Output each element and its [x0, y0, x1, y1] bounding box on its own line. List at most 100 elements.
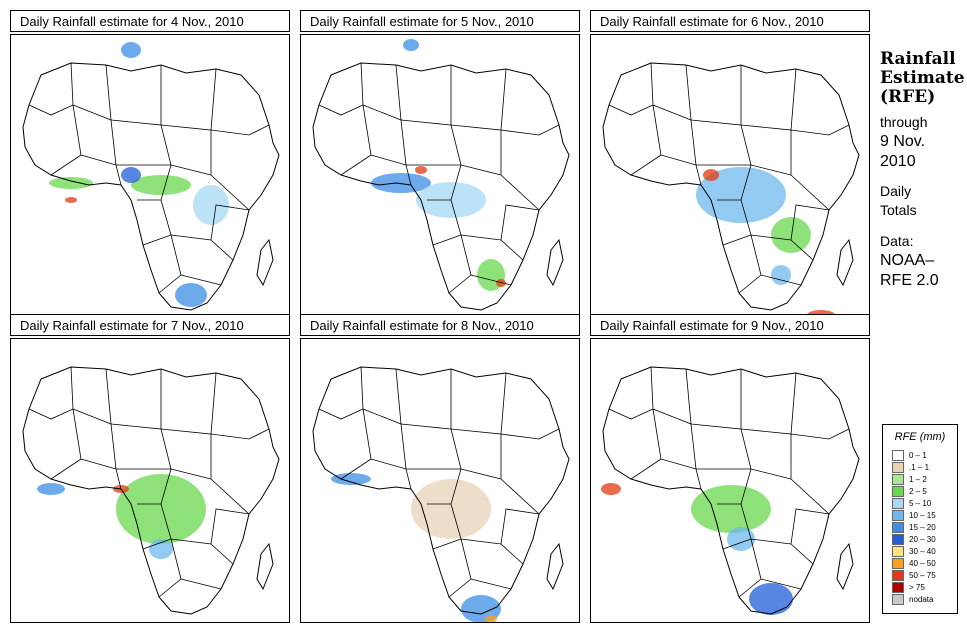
rainfall-area: [331, 473, 371, 485]
africa-rainfall-map: [10, 34, 290, 319]
rainfall-area: [771, 217, 811, 253]
legend-swatch: [892, 594, 904, 605]
country-border: [740, 68, 797, 131]
country-border: [690, 369, 742, 430]
country-border: [652, 64, 692, 121]
rainfall-area: [37, 483, 65, 495]
legend-swatch: [892, 546, 904, 557]
legend-label: 5 – 10: [909, 499, 932, 508]
panel-title: Daily Rainfall estimate for 4 Nov., 2010: [10, 10, 290, 32]
legend-swatch: [892, 570, 904, 581]
country-border: [760, 274, 802, 286]
rainfall-area: [116, 474, 206, 544]
heading-line-3: (RFE): [880, 87, 936, 107]
panel-title: Daily Rainfall estimate for 5 Nov., 2010: [300, 10, 580, 32]
africa-rainfall-map: [590, 338, 870, 623]
country-border: [158, 234, 182, 294]
country-border: [405, 164, 412, 186]
rainfall-area: [415, 166, 427, 174]
legend-item: .1 – 1: [892, 462, 956, 473]
legend-item: 2 – 5: [892, 486, 956, 497]
legend-title: RFE (mm): [894, 431, 946, 443]
source-line-2: RFE 2.0: [880, 272, 939, 289]
country-border: [110, 369, 162, 430]
source-line-1: NOAA–: [880, 252, 935, 269]
africa-rainfall-map: [300, 34, 580, 319]
country-border: [750, 130, 792, 176]
map-description: Rainfall Estimate (RFE) through 9 Nov. 2…: [880, 50, 965, 291]
country-border: [790, 174, 830, 211]
country-border: [50, 104, 82, 176]
africa-rainfall-map: [590, 34, 870, 319]
data-label: Data:: [880, 233, 914, 249]
country-border: [400, 65, 452, 126]
country-border: [500, 478, 540, 515]
country-border: [180, 274, 222, 286]
country-border: [362, 368, 402, 425]
country-border: [450, 372, 507, 435]
rainfall-area: [696, 167, 786, 223]
rainfall-legend: RFE (mm) 0 – 1 .1 – 1 1 – 2 2 – 5 5 – 10 10 –…: [882, 424, 958, 614]
country-border: [370, 119, 407, 166]
country-border: [170, 130, 212, 176]
legend-item: 5 – 10: [892, 498, 956, 509]
country-border: [690, 65, 742, 126]
country-border: [790, 508, 830, 545]
rainfall-area: [175, 283, 207, 307]
legend-label: 1 – 2: [909, 475, 927, 484]
rainfall-area: [691, 485, 771, 533]
rainfall-area: [749, 583, 793, 615]
map-panel-nov-7: Daily Rainfall estimate for 7 Nov., 2010: [10, 314, 290, 623]
country-border: [210, 478, 250, 515]
country-border: [696, 428, 752, 470]
legend-swatch: [892, 450, 904, 461]
rainfall-area: [411, 479, 491, 539]
country-border: [28, 366, 74, 420]
country-border: [500, 428, 560, 440]
coastline: [22, 366, 280, 615]
country-border: [210, 204, 250, 241]
country-border: [406, 428, 462, 470]
country-border: [695, 468, 702, 490]
country-border: [740, 372, 797, 435]
country-border: [115, 164, 122, 186]
country-border: [790, 428, 850, 440]
legend-swatch: [892, 474, 904, 485]
country-border: [170, 234, 234, 261]
country-border: [362, 64, 402, 121]
rainfall-area: [403, 39, 419, 51]
country-border: [750, 434, 792, 480]
map-panel-nov-4: Daily Rainfall estimate for 4 Nov., 2010: [10, 10, 290, 319]
country-border: [406, 124, 462, 166]
country-border: [72, 368, 112, 425]
country-border: [210, 174, 250, 211]
country-border: [110, 65, 162, 126]
map-panel-nov-9: Daily Rainfall estimate for 9 Nov., 2010: [590, 314, 870, 623]
africa-rainfall-map: [10, 338, 290, 623]
country-border: [790, 124, 850, 136]
country-border: [115, 468, 122, 490]
legend-swatch: [892, 558, 904, 569]
madagascar-outline: [546, 542, 564, 591]
madagascar-outline: [256, 238, 274, 287]
country-border: [652, 368, 692, 425]
rainfall-area: [496, 279, 506, 287]
country-border: [460, 434, 502, 480]
coastline: [312, 62, 570, 311]
country-border: [116, 124, 172, 166]
coastline: [312, 366, 570, 615]
country-border: [116, 428, 172, 470]
rainfall-area: [121, 167, 141, 183]
rainfall-area: [193, 185, 229, 225]
legend-swatch: [892, 498, 904, 509]
country-border: [608, 62, 654, 116]
country-border: [50, 408, 82, 480]
country-border: [160, 68, 217, 131]
map-panel-nov-8: Daily Rainfall estimate for 8 Nov., 2010: [300, 314, 580, 623]
legend-swatch: [892, 462, 904, 473]
legend-item: > 75: [892, 582, 956, 593]
legend-item: 15 – 20: [892, 522, 956, 533]
panel-title: Daily Rainfall estimate for 7 Nov., 2010: [10, 314, 290, 336]
country-border: [760, 578, 802, 590]
country-border: [695, 164, 702, 186]
